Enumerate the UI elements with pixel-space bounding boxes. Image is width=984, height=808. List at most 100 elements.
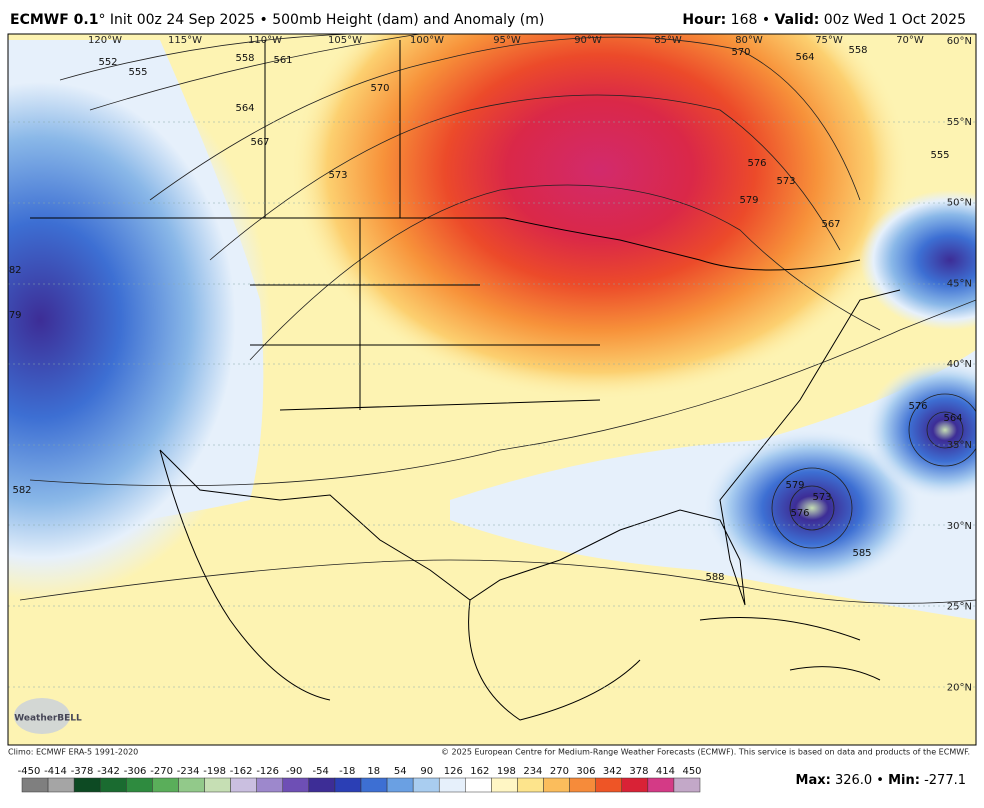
colorbar-label: 90 — [420, 766, 433, 777]
colorbar-swatch — [360, 777, 388, 793]
contour-label: 579 — [739, 195, 758, 206]
latitude-label: 25°N — [947, 602, 972, 613]
colorbar-label: 234 — [523, 766, 542, 777]
longitude-label: 105°W — [328, 35, 362, 46]
boundaries — [30, 40, 901, 721]
max-min: Max: 326.0 • Min: -277.1 — [796, 773, 966, 788]
contour-label: 558 — [235, 53, 254, 64]
colorbar-swatch — [595, 777, 623, 793]
header-title: ECMWF 0.1° Init 00z 24 Sep 2025 • 500mb … — [10, 12, 544, 28]
contour-label: 570 — [731, 47, 750, 58]
colorbar-swatch — [517, 777, 544, 793]
colorbar-label: -54 — [313, 766, 329, 777]
colorbar-label: -18 — [339, 766, 355, 777]
colorbar-swatch — [152, 777, 179, 793]
colorbar-swatch — [126, 777, 153, 793]
contour-label: 558 — [848, 45, 867, 56]
colorbar-label: 162 — [470, 766, 489, 777]
latitude-label: 50°N — [947, 198, 972, 209]
latitude-label: 30°N — [947, 521, 972, 532]
colorbar-label: -162 — [230, 766, 253, 777]
valid-label: Valid: — [775, 12, 820, 28]
colorbar-label: 450 — [682, 766, 701, 777]
islands — [699, 617, 881, 681]
colorbar-label: 126 — [444, 766, 463, 777]
header-valid: Hour: 168 • Valid: 00z Wed 1 Oct 2025 — [682, 12, 966, 28]
low-1 — [702, 428, 922, 588]
model: ECMWF 0.1 — [10, 12, 98, 28]
contour-label: 576 — [790, 508, 809, 519]
colorbar-swatch — [178, 777, 205, 793]
longitude-label: 120°W — [88, 35, 122, 46]
contour-label: 564 — [235, 103, 254, 114]
latitude-label: 60°N — [947, 36, 972, 47]
colorbar-swatch — [647, 777, 675, 793]
hour: 168 • — [726, 12, 774, 28]
colorbar-swatch — [21, 777, 49, 793]
colorbar-swatch — [491, 777, 518, 793]
ne-trough — [860, 190, 976, 330]
longitude-label: 70°W — [896, 35, 924, 46]
colorbar-label: 306 — [576, 766, 595, 777]
hour-label: Hour: — [682, 12, 726, 28]
longitude-label: 85°W — [654, 35, 682, 46]
contour-label: 573 — [776, 176, 795, 187]
climo: Climo: ECMWF ERA-5 1991-2020 — [8, 748, 138, 757]
contour-label: 567 — [250, 137, 269, 148]
map: 120°W 115°W 110°W 105°W 100°W 95°W 90°W 85°W 80°… — [2, 34, 976, 745]
colorbar-swatch — [99, 777, 127, 793]
contour-label: 579 — [785, 480, 804, 491]
max-label: Max: — [796, 773, 831, 788]
colorbar-swatch — [412, 777, 440, 793]
longitude-label: 75°W — [815, 35, 843, 46]
colorbar-swatch — [47, 777, 75, 793]
latitude-label: 45°N — [947, 278, 972, 289]
contour-label: 582 — [2, 265, 21, 276]
colorbar-label: 198 — [497, 766, 516, 777]
colorbar-swatch — [386, 777, 414, 793]
colorbar-label: 378 — [629, 766, 648, 777]
copyright: © 2025 European Centre for Medium-Range … — [441, 748, 970, 757]
colorbar-swatch — [204, 777, 231, 793]
colorbar-label: -450 — [18, 766, 41, 777]
colorbar-label: 54 — [394, 766, 407, 777]
colorbar-swatch — [543, 777, 570, 793]
longitude-label: 110°W — [248, 35, 282, 46]
contour-label: 576 — [747, 158, 766, 169]
longitude-label: 95°W — [493, 35, 521, 46]
map-frame — [7, 33, 977, 746]
longitude-label: 100°W — [410, 35, 444, 46]
colorbar-label: 414 — [656, 766, 675, 777]
contour-label: 573 — [328, 170, 347, 181]
contour-label: 567 — [821, 219, 840, 230]
colorbar-swatch — [465, 777, 492, 793]
colorbar-swatch — [334, 777, 362, 793]
colorbar-label: -90 — [286, 766, 302, 777]
contour-label: 552 — [98, 57, 117, 68]
contour-label: 555 — [128, 67, 147, 78]
map-labels: 120°W 115°W 110°W 105°W 100°W 95°W 90°W 85°W 80°… — [2, 35, 972, 693]
colorbar-swatch — [621, 777, 649, 793]
valid: 00z Wed 1 Oct 2025 — [819, 12, 966, 28]
colorbar-label: -306 — [124, 766, 147, 777]
west-trough — [8, 40, 270, 600]
colorbar-swatch — [308, 777, 336, 793]
colorbar-swatch — [569, 777, 596, 793]
colorbar-label: 342 — [603, 766, 622, 777]
contour-label: 564 — [795, 52, 814, 63]
longitude-label: 115°W — [168, 35, 202, 46]
contour-label: 579 — [2, 310, 21, 321]
longitude-label: 80°W — [735, 35, 763, 46]
contour-label: 573 — [812, 492, 831, 503]
colorbar-swatch — [673, 777, 701, 793]
colorbar-swatch — [230, 777, 257, 793]
colorbar-label: -126 — [256, 766, 279, 777]
max: 326.0 • — [831, 773, 888, 788]
low-2 — [865, 360, 976, 500]
latitude-label: 40°N — [947, 359, 972, 370]
logo-mark — [14, 698, 70, 734]
colorbar-label: -342 — [97, 766, 120, 777]
description: ° Init 00z 24 Sep 2025 • 500mb Height (d… — [98, 12, 544, 28]
colorbar-label: 270 — [550, 766, 569, 777]
contour-label: 585 — [852, 548, 871, 559]
